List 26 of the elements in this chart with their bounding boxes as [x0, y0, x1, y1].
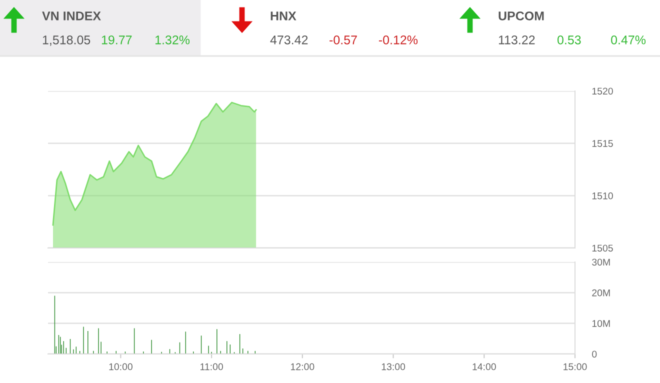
text: -0.57 — [330, 36, 357, 44]
text: 0.53 — [557, 36, 581, 44]
x-tick-label: 14:00 — [472, 363, 496, 370]
text: VN INDEX — [42, 12, 101, 20]
x-tick-label: 15:00 — [564, 363, 587, 370]
y-tick-label: 20M — [592, 289, 610, 296]
text: HNX — [270, 12, 296, 20]
text: 1,518.05 — [42, 36, 90, 46]
x-tick-label: 13:00 — [382, 363, 406, 370]
y-tick-label: 1520 — [592, 88, 613, 95]
text: 113.22 — [498, 36, 535, 44]
y-tick-label: 0 — [592, 350, 597, 358]
y-tick-label: 1510 — [592, 192, 613, 200]
text: UPCOM — [498, 12, 544, 20]
text: 1.32% — [156, 36, 190, 44]
text: 473.42 — [270, 36, 308, 44]
y-tick-label: 30M — [592, 258, 610, 266]
text: 0.47% — [611, 36, 646, 44]
x-tick-label: 10:00 — [109, 363, 132, 370]
text: 19.77 — [102, 36, 132, 44]
y-tick-label: 1515 — [592, 140, 613, 147]
x-tick-label: 12:00 — [290, 363, 314, 370]
y-tick-label: 10M — [592, 320, 610, 327]
y-tick-label: 1505 — [592, 244, 613, 252]
text: -0.12% — [378, 36, 418, 44]
x-tick-label: 11:00 — [200, 363, 223, 370]
